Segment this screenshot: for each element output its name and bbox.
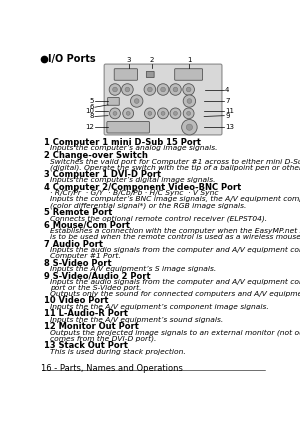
FancyBboxPatch shape — [107, 122, 149, 133]
Circle shape — [182, 119, 197, 135]
Text: 9: 9 — [225, 113, 230, 119]
Text: 2 Change-over Switch: 2 Change-over Switch — [44, 151, 148, 160]
Text: 8: 8 — [90, 113, 94, 119]
Circle shape — [183, 95, 196, 107]
Text: Inputs the computer’s analog image signals.: Inputs the computer’s analog image signa… — [50, 145, 218, 151]
Circle shape — [173, 87, 178, 92]
Circle shape — [123, 108, 134, 119]
Text: 4 Computer 2/Component Video-BNC Port: 4 Computer 2/Component Video-BNC Port — [44, 183, 241, 192]
Circle shape — [126, 111, 130, 115]
Text: · R/Cr/Pr  · G/Y  · B/Cb/Pb · H/C Sync  · V Sync: · R/Cr/Pr · G/Y · B/Cb/Pb · H/C Sync · V… — [50, 190, 218, 196]
Circle shape — [122, 84, 133, 95]
Circle shape — [169, 84, 181, 95]
Text: Outputs only the sound for connected computers and A/V equipment.: Outputs only the sound for connected com… — [50, 290, 300, 297]
Circle shape — [130, 95, 143, 107]
Circle shape — [148, 111, 152, 115]
Text: 7 Audio Port: 7 Audio Port — [44, 240, 103, 249]
Text: Connects the optional remote control receiver (ELPST04).: Connects the optional remote control rec… — [50, 215, 267, 221]
Text: 10 Video Port: 10 Video Port — [44, 296, 108, 305]
Circle shape — [125, 87, 130, 92]
Circle shape — [158, 108, 169, 119]
Text: I/O Ports: I/O Ports — [48, 54, 96, 64]
Circle shape — [113, 87, 117, 92]
Text: 3 Computer 1 DVI-D Port: 3 Computer 1 DVI-D Port — [44, 170, 161, 179]
Circle shape — [110, 108, 120, 119]
Circle shape — [183, 84, 194, 95]
Text: Switches the valid port for Computer #1 across to either mini D-Sub15 (analog) o: Switches the valid port for Computer #1 … — [50, 159, 300, 165]
Text: comes from the DVI-D port).: comes from the DVI-D port). — [50, 335, 156, 342]
Text: Inputs the the A/V equipment’s sound signals.: Inputs the the A/V equipment’s sound sig… — [50, 317, 223, 323]
Text: Outputs the projected image signals to an external monitor (not output when the : Outputs the projected image signals to a… — [50, 330, 300, 336]
Text: 1: 1 — [187, 57, 192, 63]
FancyBboxPatch shape — [108, 98, 119, 105]
Circle shape — [144, 84, 156, 95]
Text: 12 Monitor Out Port: 12 Monitor Out Port — [44, 323, 139, 332]
FancyBboxPatch shape — [104, 64, 222, 135]
Circle shape — [170, 108, 181, 119]
Text: 6 Mouse/Com Port: 6 Mouse/Com Port — [44, 221, 130, 230]
Circle shape — [173, 111, 177, 115]
Text: 12: 12 — [85, 124, 94, 130]
FancyBboxPatch shape — [114, 69, 137, 80]
Text: 8 S-Video Port: 8 S-Video Port — [44, 258, 111, 267]
Text: Computer #1 Port.: Computer #1 Port. — [50, 253, 121, 259]
Text: 9 S-Video/Audio 2 Port: 9 S-Video/Audio 2 Port — [44, 272, 150, 280]
Text: This is used during stack projection.: This is used during stack projection. — [50, 348, 186, 355]
Circle shape — [183, 108, 194, 119]
Circle shape — [145, 108, 155, 119]
Circle shape — [113, 111, 117, 115]
Text: 13: 13 — [225, 124, 234, 130]
Text: Inputs the A/V equipment’s S image signals.: Inputs the A/V equipment’s S image signa… — [50, 266, 216, 272]
Circle shape — [148, 87, 152, 92]
Text: Establishes a connection with the computer when the EasyMP.net Software that is : Establishes a connection with the comput… — [50, 228, 300, 234]
Text: Inputs the the A/V equipment’s component image signals.: Inputs the the A/V equipment’s component… — [50, 303, 269, 310]
Text: Inputs the audio signals from the computer and A/V equipment connected to the BN: Inputs the audio signals from the comput… — [50, 279, 300, 285]
FancyBboxPatch shape — [146, 71, 154, 78]
Text: 6: 6 — [90, 104, 94, 110]
Text: (digital). Operate the switch with the tip of a ballpoint pen or other pointed o: (digital). Operate the switch with the t… — [50, 164, 300, 171]
Text: 1 Computer 1 mini D-Sub 15 Port: 1 Computer 1 mini D-Sub 15 Port — [44, 138, 201, 147]
Circle shape — [187, 99, 192, 103]
Text: 11: 11 — [225, 108, 234, 114]
Circle shape — [186, 124, 193, 130]
Text: 7: 7 — [225, 98, 230, 104]
FancyBboxPatch shape — [175, 69, 203, 80]
Text: port or the S-Video port.: port or the S-Video port. — [50, 285, 141, 291]
Text: 10: 10 — [85, 108, 94, 114]
Text: 13 Stack Out Port: 13 Stack Out Port — [44, 341, 128, 350]
Text: Inputs the audio signals from the computer and A/V equipment connected to the: Inputs the audio signals from the comput… — [50, 247, 300, 253]
Text: Inputs the computer’s BNC image signals, the A/V equipment component image signa: Inputs the computer’s BNC image signals,… — [50, 196, 300, 202]
Text: 4: 4 — [225, 87, 230, 93]
Text: is to be used when the remote control is used as a wireless mouse.: is to be used when the remote control is… — [50, 234, 300, 240]
Text: 5 Remote Port: 5 Remote Port — [44, 208, 112, 217]
Text: Inputs the computer’s digital image signals.: Inputs the computer’s digital image sign… — [50, 177, 215, 184]
Text: 5: 5 — [90, 98, 94, 104]
Circle shape — [187, 111, 190, 115]
Circle shape — [161, 111, 165, 115]
Circle shape — [157, 84, 169, 95]
Text: 3: 3 — [127, 57, 131, 63]
Circle shape — [186, 87, 191, 92]
Text: 2: 2 — [150, 57, 154, 63]
Text: 16 - Parts, Names and Operations: 16 - Parts, Names and Operations — [41, 364, 183, 373]
Text: 11 L-Audio-R Port: 11 L-Audio-R Port — [44, 309, 128, 318]
Circle shape — [161, 87, 165, 92]
Text: (color differential signal*) or the RGB image signals.: (color differential signal*) or the RGB … — [50, 202, 246, 209]
Circle shape — [134, 99, 139, 103]
Circle shape — [109, 84, 121, 95]
